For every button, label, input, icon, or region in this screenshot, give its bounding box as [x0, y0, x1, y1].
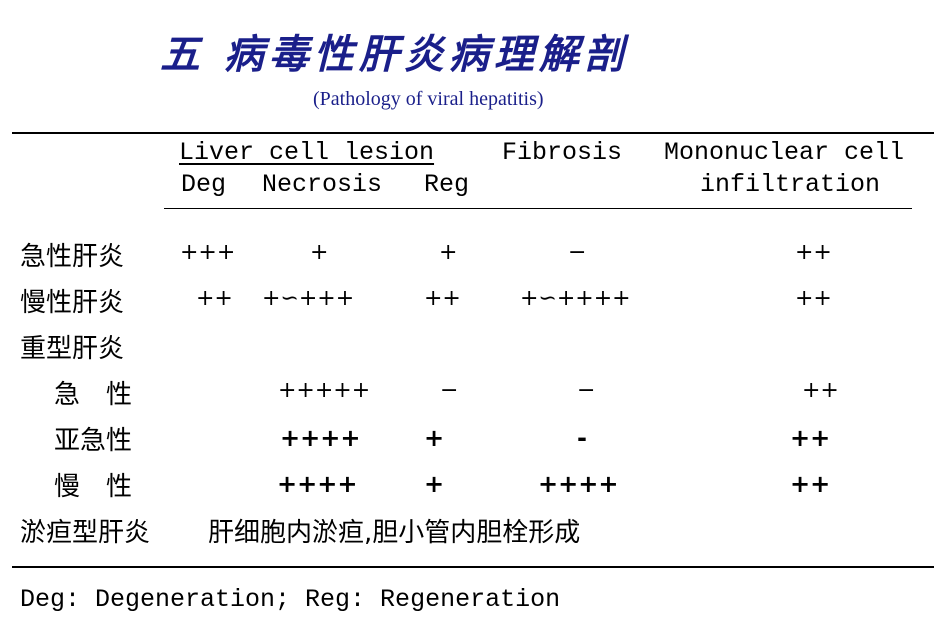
header-mononuclear: Mononuclear cell: [664, 138, 905, 167]
cell-chronic-necrosis: +∽+++: [262, 286, 355, 311]
cell-chronic-fibrosis: +∽++++: [520, 286, 631, 311]
cell-severe-chronic-fibrosis: ++++: [538, 470, 619, 498]
cell-severe-chronic-necrosis: ++++: [277, 470, 358, 498]
cell-acute-necrosis: +: [310, 240, 329, 265]
row-label-severe-acute: 急 性: [54, 380, 133, 410]
cell-severe-chronic-reg: +: [424, 470, 445, 498]
header-liver-cell-lesion: Liver cell lesion: [179, 138, 435, 167]
cell-severe-acute-necrosis: +++++: [278, 378, 371, 403]
row-label-chronic: 慢性肝炎: [20, 288, 125, 318]
cell-severe-subacute-reg: +: [424, 424, 445, 452]
cell-severe-acute-mono: ++: [802, 378, 839, 403]
header-infiltration: infiltration: [700, 170, 881, 199]
row-label-severe-chronic: 慢 性: [54, 472, 133, 502]
top-rule: [12, 132, 934, 134]
cell-acute-reg: +: [439, 240, 458, 265]
header-fibrosis: Fibrosis: [502, 138, 623, 167]
cell-severe-acute-fibrosis: −: [577, 378, 596, 403]
cell-severe-subacute-necrosis: ++++: [280, 424, 361, 452]
header-necrosis: Necrosis: [262, 170, 383, 199]
cell-severe-subacute-fibrosis: -: [577, 424, 587, 452]
header-rule: [164, 208, 912, 209]
header-reg: Reg: [424, 170, 470, 199]
page-subtitle: (Pathology of viral hepatitis): [313, 88, 544, 110]
row-label-cholestatic: 淤疸型肝炎: [20, 518, 151, 548]
row-label-acute: 急性肝炎: [20, 242, 125, 272]
row-label-severe-subacute: 亚急性: [54, 426, 133, 456]
cell-chronic-mono: ++: [795, 286, 832, 311]
cell-severe-acute-reg: −: [440, 378, 459, 403]
row-label-severe: 重型肝炎: [20, 334, 125, 364]
cell-severe-chronic-mono: ++: [790, 470, 831, 498]
cell-acute-deg: +++: [180, 240, 236, 265]
cholestatic-note: 肝细胞内淤疸,胆小管内胆栓形成: [208, 518, 581, 548]
cell-chronic-deg: ++: [196, 286, 233, 311]
footer-abbreviations: Deg: Degeneration; Reg: Regeneration: [20, 585, 561, 614]
cell-acute-fibrosis: −: [568, 240, 587, 265]
bottom-rule: [12, 566, 934, 568]
cell-severe-subacute-mono: ++: [790, 424, 831, 452]
header-deg: Deg: [181, 170, 227, 199]
page-title: 五 病毒性肝炎病理解剖: [160, 31, 629, 78]
cell-chronic-reg: ++: [424, 286, 461, 311]
cell-acute-mono: ++: [795, 240, 832, 265]
